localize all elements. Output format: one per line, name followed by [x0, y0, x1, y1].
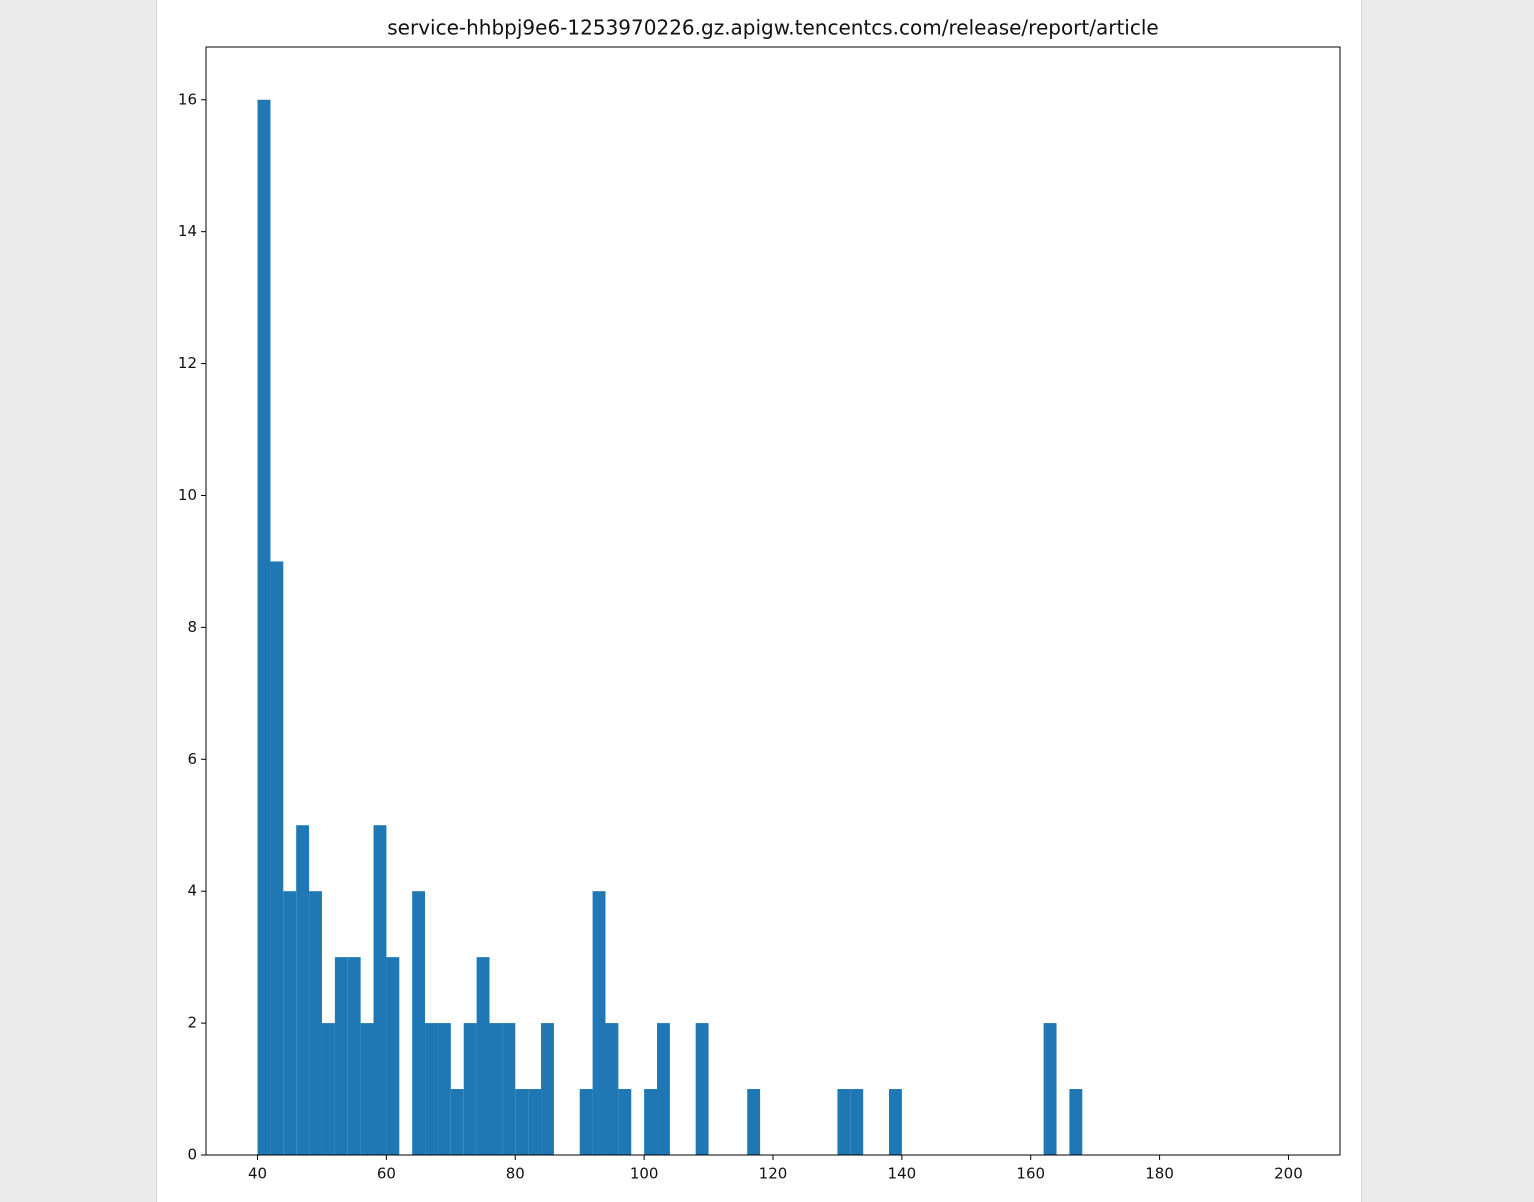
bar: [270, 561, 284, 1155]
bar: [412, 891, 426, 1155]
bar: [695, 1023, 709, 1155]
x-tick-label: 80: [506, 1165, 525, 1183]
bar: [373, 825, 387, 1155]
y-tick-label: 12: [178, 354, 197, 372]
bar: [541, 1023, 554, 1155]
bar: [463, 1023, 477, 1155]
x-tick-label: 60: [377, 1165, 396, 1183]
bar: [850, 1089, 864, 1155]
bar: [334, 957, 348, 1155]
bar: [605, 1023, 619, 1155]
bar: [502, 1023, 516, 1155]
bar: [489, 1023, 503, 1155]
x-tick-label: 200: [1274, 1165, 1303, 1183]
y-tick-label: 8: [187, 618, 197, 636]
bar: [450, 1089, 464, 1155]
bar: [579, 1089, 593, 1155]
bar: [425, 1023, 438, 1155]
bar: [1043, 1023, 1057, 1155]
bar: [837, 1089, 851, 1155]
chart-title: service-hhbpj9e6-1253970226.gz.apigw.ten…: [387, 16, 1158, 40]
bar: [528, 1089, 542, 1155]
x-tick-label: 140: [888, 1165, 917, 1183]
x-tick-label: 180: [1145, 1165, 1174, 1183]
y-tick-label: 0: [187, 1146, 197, 1164]
y-tick-label: 2: [187, 1014, 197, 1032]
bar: [657, 1023, 670, 1155]
bar: [888, 1089, 902, 1155]
bar: [644, 1089, 658, 1155]
bar: [1069, 1089, 1083, 1155]
y-tick-label: 6: [187, 750, 197, 768]
bar: [347, 957, 361, 1155]
bar: [386, 957, 400, 1155]
x-tick-label: 160: [1016, 1165, 1045, 1183]
y-tick-label: 4: [187, 882, 197, 900]
y-tick-label: 16: [178, 90, 197, 108]
bar: [257, 99, 271, 1155]
bar: [321, 1023, 335, 1155]
bar: [283, 891, 297, 1155]
bar: [360, 1023, 374, 1155]
bar: [618, 1089, 632, 1155]
y-tick-label: 10: [178, 486, 197, 504]
bar: [476, 957, 490, 1155]
y-tick-label: 14: [178, 222, 197, 240]
x-tick-label: 100: [630, 1165, 659, 1183]
bar: [437, 1023, 451, 1155]
x-tick-label: 40: [248, 1165, 267, 1183]
bar: [296, 825, 310, 1155]
bar: [747, 1089, 761, 1155]
bar: [309, 891, 322, 1155]
bar: [592, 891, 606, 1155]
bar: [515, 1089, 529, 1155]
x-tick-label: 120: [759, 1165, 788, 1183]
